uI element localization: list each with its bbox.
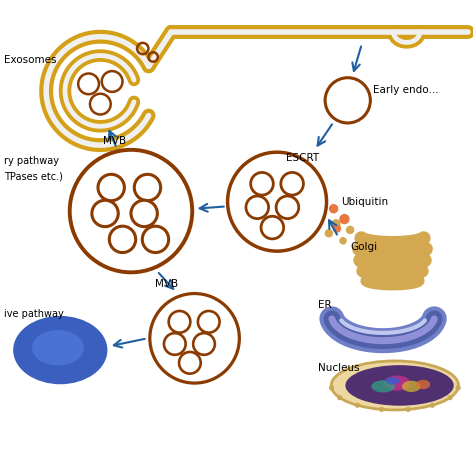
Text: ESCRT: ESCRT bbox=[286, 153, 319, 163]
Circle shape bbox=[331, 219, 341, 228]
Circle shape bbox=[281, 173, 303, 195]
Circle shape bbox=[92, 200, 118, 227]
Circle shape bbox=[325, 229, 333, 237]
Circle shape bbox=[420, 255, 429, 264]
Text: Golgi: Golgi bbox=[350, 242, 377, 252]
Circle shape bbox=[339, 214, 350, 224]
Circle shape bbox=[251, 173, 273, 195]
Circle shape bbox=[228, 152, 327, 251]
Circle shape bbox=[329, 385, 334, 391]
Circle shape bbox=[169, 311, 191, 333]
Circle shape bbox=[276, 196, 299, 219]
Circle shape bbox=[419, 266, 427, 274]
Ellipse shape bbox=[13, 316, 108, 384]
Ellipse shape bbox=[416, 380, 430, 389]
Circle shape bbox=[356, 255, 365, 264]
Circle shape bbox=[70, 150, 192, 273]
Circle shape bbox=[406, 407, 410, 412]
Circle shape bbox=[333, 224, 341, 233]
Circle shape bbox=[131, 200, 157, 227]
Circle shape bbox=[356, 232, 366, 242]
Ellipse shape bbox=[32, 330, 84, 365]
Text: ER: ER bbox=[318, 300, 332, 310]
Text: Ubiquitin: Ubiquitin bbox=[342, 197, 389, 207]
Circle shape bbox=[261, 216, 283, 239]
Circle shape bbox=[318, 211, 326, 220]
Text: ry pathway: ry pathway bbox=[4, 156, 59, 166]
Circle shape bbox=[150, 293, 239, 383]
Circle shape bbox=[355, 244, 364, 252]
Ellipse shape bbox=[346, 365, 454, 406]
Ellipse shape bbox=[371, 380, 395, 392]
Circle shape bbox=[164, 333, 186, 355]
Text: TPases etc.): TPases etc.) bbox=[4, 172, 63, 182]
Circle shape bbox=[358, 266, 366, 274]
Circle shape bbox=[142, 226, 169, 253]
Circle shape bbox=[346, 226, 355, 234]
Circle shape bbox=[415, 276, 423, 284]
Text: Nucleus: Nucleus bbox=[318, 363, 360, 374]
Ellipse shape bbox=[385, 377, 400, 384]
Text: Exosomes: Exosomes bbox=[4, 55, 56, 64]
Ellipse shape bbox=[331, 361, 458, 410]
Circle shape bbox=[337, 395, 342, 400]
Circle shape bbox=[379, 407, 384, 412]
Ellipse shape bbox=[384, 375, 410, 391]
Text: ive pathway: ive pathway bbox=[4, 309, 64, 319]
Circle shape bbox=[329, 204, 338, 213]
Text: MVB: MVB bbox=[155, 279, 178, 290]
Text: MVB: MVB bbox=[103, 136, 126, 146]
Circle shape bbox=[355, 402, 360, 408]
Circle shape bbox=[246, 196, 269, 219]
Text: Early endo...: Early endo... bbox=[373, 85, 438, 95]
Circle shape bbox=[362, 276, 370, 284]
Circle shape bbox=[109, 226, 136, 253]
Circle shape bbox=[421, 244, 430, 252]
Circle shape bbox=[339, 237, 347, 245]
Circle shape bbox=[198, 311, 219, 333]
Circle shape bbox=[456, 385, 461, 391]
Circle shape bbox=[419, 232, 428, 242]
Circle shape bbox=[430, 402, 435, 408]
Circle shape bbox=[447, 395, 453, 400]
Circle shape bbox=[134, 174, 161, 201]
Circle shape bbox=[193, 333, 215, 355]
Circle shape bbox=[98, 174, 124, 201]
Ellipse shape bbox=[402, 381, 421, 392]
Circle shape bbox=[179, 352, 201, 374]
